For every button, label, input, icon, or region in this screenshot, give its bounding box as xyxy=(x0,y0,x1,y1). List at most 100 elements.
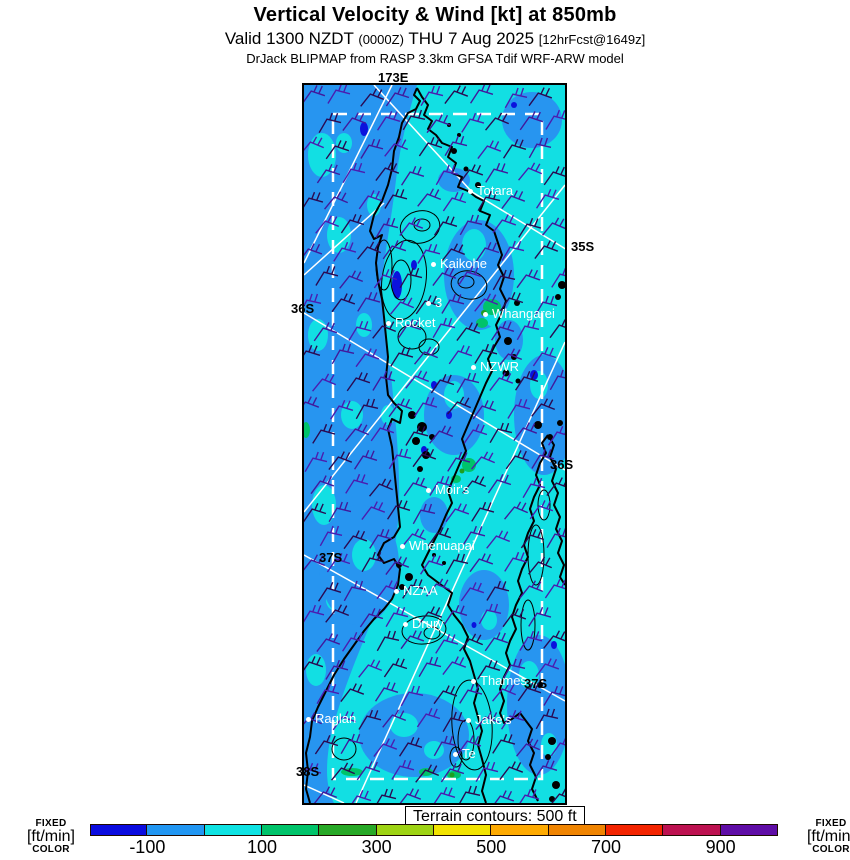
wind-barb-icon xyxy=(529,500,554,520)
wind-barb-icon xyxy=(547,425,565,446)
forecast-tag: [12hrFcst@1649z] xyxy=(538,32,646,47)
wind-barb-icon xyxy=(519,630,543,651)
wind-barb-icon xyxy=(382,709,407,728)
graticule-label: 37S xyxy=(524,676,548,691)
wind-barb-icon xyxy=(442,711,466,733)
wind-barb-icon xyxy=(519,580,544,599)
wind-barb-icon xyxy=(485,112,510,131)
wind-barb-icon xyxy=(317,581,342,602)
wind-barb-icon xyxy=(489,372,514,391)
colorbar-tick: 700 xyxy=(590,837,621,857)
wind-barb-icon xyxy=(551,267,565,288)
wind-barb-icon xyxy=(505,450,530,470)
wind-barb-icon xyxy=(533,759,558,780)
wind-barb-icon xyxy=(478,603,502,625)
wind-barb-icon xyxy=(459,164,484,184)
wind-barb-icon xyxy=(361,551,385,573)
wind-barb-icon xyxy=(516,738,541,757)
wind-barb-icon xyxy=(304,762,322,783)
wind-barb-icon xyxy=(543,685,565,706)
wind-barb-icon xyxy=(456,322,481,341)
wind-barb-icon xyxy=(414,396,438,417)
wind-barb-icon xyxy=(459,683,483,704)
wind-barb-icon xyxy=(435,164,459,186)
wind-barb-icon xyxy=(346,372,371,392)
site-dot-icon xyxy=(394,589,399,595)
wind-barb-icon xyxy=(304,396,320,415)
wind-barb-icon xyxy=(412,503,436,525)
site-dot-icon xyxy=(306,717,311,723)
graticule-label: 36S xyxy=(550,457,574,472)
wind-barb-icon xyxy=(490,320,515,341)
wind-barb-icon xyxy=(318,112,342,134)
wind-barb-icon xyxy=(448,345,473,365)
wind-barb-icon xyxy=(376,110,401,131)
color-label: COLOR xyxy=(32,844,70,855)
wind-barb-icon xyxy=(433,735,457,757)
colorbar-segment xyxy=(261,824,320,836)
wind-barb-icon xyxy=(474,343,498,364)
wind-barb-icon xyxy=(549,788,565,803)
wind-barb-icon xyxy=(373,738,398,757)
wind-barb-icon xyxy=(397,319,422,339)
wind-barb-icon xyxy=(332,711,357,731)
wind-barb-icon xyxy=(339,270,364,289)
colorbar-segment xyxy=(319,824,377,836)
site-name: NZWR xyxy=(480,359,519,374)
wind-barb-icon xyxy=(501,240,525,262)
islands xyxy=(396,123,565,802)
site-dot-icon xyxy=(403,622,408,628)
wind-barb-icon xyxy=(429,425,454,444)
units-block-right: FIXED [ft/min] COLOR xyxy=(796,818,850,855)
wind-barb-icon xyxy=(431,786,456,803)
wind-barb-icon xyxy=(319,525,343,547)
wind-barb-icon xyxy=(357,241,382,260)
wind-barb-icon xyxy=(513,422,538,441)
wind-barb-icon xyxy=(405,425,429,446)
wind-barb-icon xyxy=(340,733,364,755)
wind-barb-icon xyxy=(499,292,524,312)
wind-barb-icon xyxy=(402,528,427,547)
wind-barb-icon xyxy=(418,606,443,625)
wind-barb-icon xyxy=(398,736,423,757)
wind-barb-icon xyxy=(498,348,523,367)
wind-barb-icon xyxy=(358,709,382,730)
wind-barb-icon xyxy=(528,87,553,107)
site-label: Drury xyxy=(403,617,444,630)
colorbar-segment xyxy=(548,824,606,836)
wind-barb-icon xyxy=(369,478,394,497)
wind-barb-icon xyxy=(426,578,451,597)
wind-barb-icon xyxy=(412,448,437,468)
site-label: 3 xyxy=(426,296,442,309)
units-block-left: FIXED [ft/min] COLOR xyxy=(16,818,86,855)
wind-barb-icon xyxy=(400,630,425,650)
site-dot-icon xyxy=(426,488,431,494)
wind-barb-icon xyxy=(333,241,357,262)
wind-barb-icon xyxy=(429,475,453,496)
wind-barb-icon xyxy=(535,708,559,730)
graticule-label: 38S xyxy=(296,764,320,779)
site-label: Raglan xyxy=(306,712,356,725)
site-dot-icon xyxy=(453,752,458,758)
wind-barb-icon xyxy=(403,477,428,497)
wind-barb-icon xyxy=(388,448,412,470)
wind-barb-icon xyxy=(504,551,528,572)
wind-barb-icon xyxy=(487,474,512,494)
wind-barb-icon xyxy=(310,475,335,495)
wind-barb-icon xyxy=(457,265,482,286)
wind-barb-icon xyxy=(345,473,369,494)
wind-barb-icon xyxy=(316,633,341,652)
site-label: Totara xyxy=(468,184,513,197)
wind-barb-icon xyxy=(375,162,400,181)
site-label: Rocket xyxy=(386,316,435,329)
wind-barb-icon xyxy=(316,683,340,705)
wind-barb-icon xyxy=(504,501,529,520)
wind-barb-icon xyxy=(522,477,546,499)
wind-barb-icon xyxy=(528,137,552,159)
wind-barb-icon xyxy=(312,373,337,392)
wind-barb-icon xyxy=(489,422,513,444)
wind-barb-icon xyxy=(304,344,321,365)
header: Vertical Velocity & Wind [kt] at 850mb V… xyxy=(0,4,850,66)
wind-barb-icon xyxy=(343,580,367,602)
wind-barb-icon xyxy=(456,372,480,394)
